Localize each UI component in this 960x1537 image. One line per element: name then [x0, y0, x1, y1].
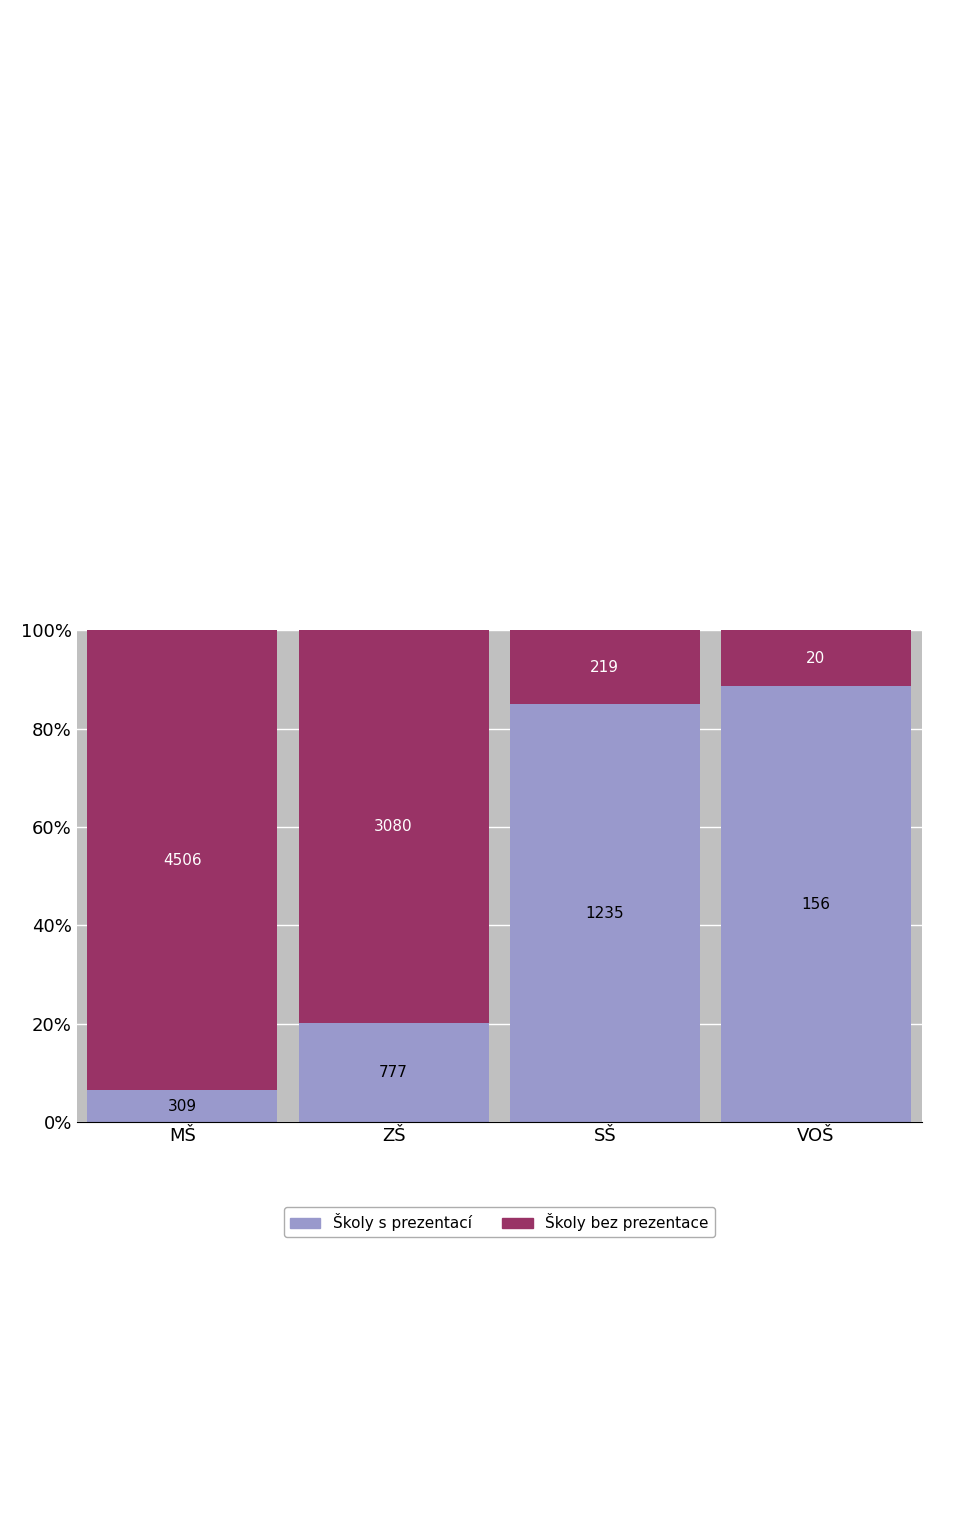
Bar [510, 704, 700, 1122]
Bar [721, 686, 911, 1122]
Bar [510, 630, 700, 704]
Text: 309: 309 [168, 1099, 197, 1114]
Text: 777: 777 [379, 1065, 408, 1081]
Text: 1235: 1235 [586, 905, 624, 921]
Bar [299, 1024, 489, 1122]
Bar [721, 630, 911, 686]
Bar [299, 630, 489, 1122]
Bar [721, 630, 911, 1122]
Legend: Školy s prezentací, Školy bez prezentace: Školy s prezentací, Školy bez prezentace [284, 1207, 714, 1237]
Text: 156: 156 [802, 896, 830, 911]
Bar [510, 630, 700, 1122]
Bar [87, 1090, 277, 1122]
Bar [87, 630, 277, 1090]
Text: 3080: 3080 [374, 819, 413, 835]
Text: 20: 20 [806, 650, 826, 666]
Bar [299, 630, 489, 1024]
Bar [87, 630, 277, 1122]
Text: 4506: 4506 [163, 853, 202, 868]
Text: 219: 219 [590, 659, 619, 675]
